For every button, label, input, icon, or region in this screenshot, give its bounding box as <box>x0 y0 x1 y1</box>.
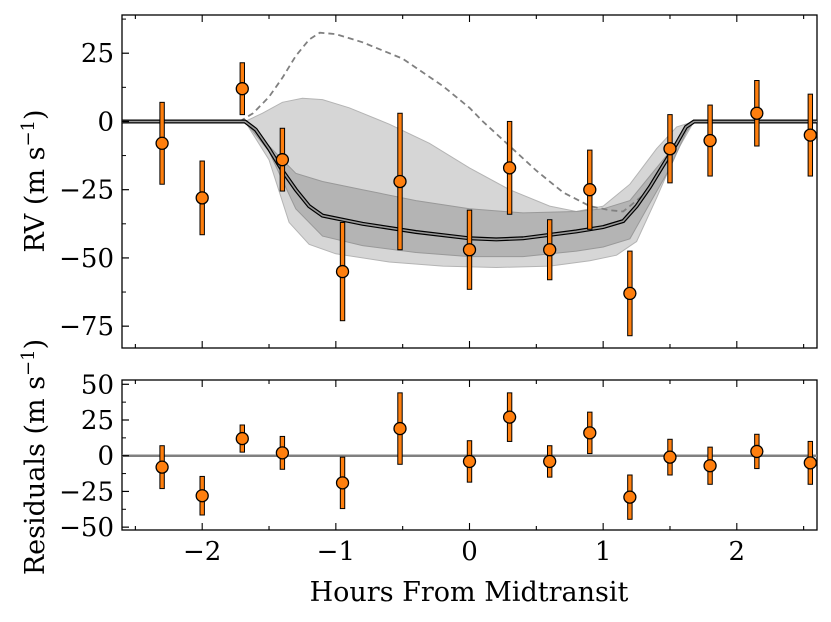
residual-point <box>393 421 407 436</box>
residuals-xtick-label: 0 <box>461 537 478 567</box>
rv-ytick-label: −75 <box>59 312 114 342</box>
residuals-ytick-label: −25 <box>59 477 114 507</box>
residual-point <box>750 444 764 459</box>
residuals-data-points <box>155 392 817 520</box>
rv-ytick-label: 25 <box>81 39 114 69</box>
residual-point <box>195 489 209 503</box>
rv-point <box>502 161 517 175</box>
rv-point <box>703 133 717 148</box>
residuals-ytick-label: 50 <box>81 370 114 400</box>
residuals-ytick-label: 25 <box>81 406 114 436</box>
rv-ytick-label: −50 <box>59 244 114 274</box>
residual-point <box>462 454 477 469</box>
rv-point <box>195 191 209 205</box>
x-axis-label: Hours From Midtransit <box>310 577 629 608</box>
rv-point <box>155 136 169 150</box>
residual-point <box>543 454 557 469</box>
rv-point <box>663 142 677 156</box>
residual-point <box>583 426 597 440</box>
rv-y-axis-label: RV (m s−1) <box>18 109 51 252</box>
rv-point <box>335 264 350 279</box>
residual-point <box>235 431 249 446</box>
residual-point <box>275 446 290 460</box>
rv-point <box>623 286 637 301</box>
residuals-xtick-label: 1 <box>595 537 612 567</box>
residual-point <box>803 456 817 470</box>
residual-point <box>502 410 517 424</box>
residual-point <box>335 476 350 490</box>
rv-point <box>393 174 407 189</box>
rv-point <box>583 183 597 197</box>
rv-point <box>462 243 477 257</box>
rv-ytick-label: 0 <box>97 107 114 137</box>
residuals-ytick-label: 0 <box>97 442 114 472</box>
rv-point <box>235 82 249 96</box>
rv-point <box>803 128 817 142</box>
residuals-xtick-label: 2 <box>729 537 746 567</box>
residuals-xtick-label: −1 <box>317 537 355 567</box>
residuals-y-axis-label: Residuals (m s−1) <box>18 339 51 575</box>
residuals-xtick-label: −2 <box>183 537 221 567</box>
residual-point <box>155 460 169 474</box>
residuals-panel: 50 25 0 −25 −50 −2 −1 0 1 2 Residuals (m s−1) Hou… <box>18 339 818 608</box>
rv-ytick-label: −25 <box>59 176 114 206</box>
rv-data-points <box>155 62 817 337</box>
residuals-axis-ticks: 50 25 0 −25 −50 −2 −1 0 1 2 <box>59 370 805 567</box>
rv-point <box>543 243 557 257</box>
rv-axis-ticks: 25 0 −25 −50 −75 <box>59 15 805 348</box>
residuals-ytick-label: −50 <box>59 513 114 543</box>
rv-panel: 25 0 −25 −50 −75 RV (m s−1) <box>18 14 818 349</box>
residual-point <box>623 490 637 504</box>
residual-point <box>703 459 717 473</box>
rv-point <box>275 153 290 167</box>
rv-point <box>750 106 764 120</box>
residual-point <box>663 450 677 464</box>
